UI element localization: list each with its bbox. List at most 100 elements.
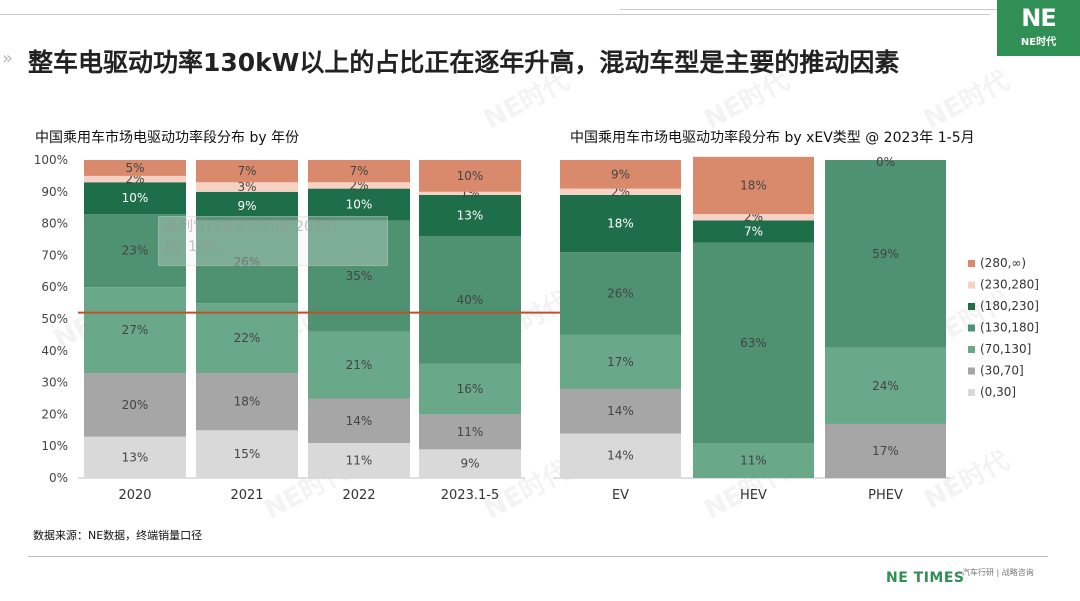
left-bar-segment — [308, 160, 410, 183]
left-data-label: 5% — [125, 161, 144, 175]
left-bar-segment — [308, 188, 410, 221]
right-bar-segment — [693, 242, 814, 444]
left-bar-segment — [196, 191, 298, 221]
legend-swatch — [968, 346, 975, 353]
left-category-label: 2023.1-5 — [441, 488, 499, 503]
legend-swatch — [968, 281, 975, 289]
left-data-label: 3% — [237, 180, 256, 194]
right-data-label: 7% — [744, 225, 763, 239]
legend-swatch — [968, 303, 975, 310]
left-data-label: 7% — [237, 164, 256, 178]
left-bar-segment — [419, 236, 521, 364]
y-tick-label: 20% — [41, 407, 68, 421]
right-data-label: 9% — [611, 167, 630, 181]
left-data-label: 20% — [122, 398, 149, 412]
right-data-label: 24% — [872, 379, 899, 393]
y-tick-label: 40% — [41, 344, 68, 358]
left-chart-title: 中国乘用车市场电驱动功率段分布 by 年份 — [35, 130, 300, 146]
left-data-label: 40% — [457, 293, 484, 307]
right-category-label: PHEV — [868, 488, 903, 503]
right-bar-segment — [560, 194, 681, 253]
legend-swatch — [968, 367, 975, 375]
tooltip-line-2: 值: 10% — [165, 239, 220, 255]
right-data-label: 59% — [872, 247, 899, 261]
y-tick-label: 80% — [41, 217, 68, 231]
top-rule — [0, 14, 990, 15]
left-bar-segment — [308, 398, 410, 444]
legend-label: (280,∞) — [980, 256, 1026, 270]
footer-brand: NE TIMES — [886, 570, 965, 586]
left-data-label: 23% — [122, 244, 149, 258]
y-tick-label: 100% — [34, 153, 68, 167]
left-data-label: 10% — [346, 198, 373, 212]
right-bar-segment — [560, 334, 681, 389]
right-data-label: 14% — [607, 449, 634, 463]
left-bar-segment — [196, 160, 298, 183]
left-bar-segment — [308, 443, 410, 478]
left-data-label: 21% — [346, 358, 373, 372]
left-bar-segment — [196, 373, 298, 431]
right-bar-segment — [693, 156, 814, 215]
tooltip-line-1: 系列"(180,230]"点"2020" — [165, 219, 338, 235]
left-bar-segment — [419, 363, 521, 415]
right-bar-segment — [560, 160, 681, 189]
logo-text: NE时代 — [1020, 37, 1057, 48]
left-bar-segment — [84, 373, 186, 437]
y-tick-label: 50% — [41, 312, 68, 326]
left-data-label: 10% — [122, 191, 149, 205]
right-bar-segment — [693, 443, 814, 478]
left-data-label: 22% — [234, 331, 261, 345]
right-category-label: HEV — [740, 488, 767, 503]
data-source-note: 数据来源：NE数据，终端销量口径 — [33, 529, 203, 542]
right-data-label: 17% — [872, 444, 899, 458]
right-bar-segment — [825, 423, 946, 478]
y-tick-label: 30% — [41, 376, 68, 390]
right-data-label: 0% — [876, 155, 895, 169]
right-bar-segment — [693, 214, 814, 221]
left-bar-segment — [196, 220, 298, 304]
right-bar-segment — [693, 220, 814, 243]
left-bar-segment — [419, 194, 521, 237]
legend-label: (0,30] — [980, 385, 1016, 399]
left-data-label: 7% — [349, 164, 368, 178]
left-data-label: 16% — [457, 382, 484, 396]
right-data-label: 18% — [607, 217, 634, 231]
left-data-label: 11% — [457, 425, 484, 439]
left-data-label: 9% — [237, 199, 256, 213]
right-bar-segment — [560, 188, 681, 195]
left-bar-segment — [196, 303, 298, 374]
legend-swatch — [968, 389, 975, 396]
left-bar-segment — [419, 191, 521, 195]
left-data-label: 13% — [457, 209, 484, 223]
logo-mark: NE — [1021, 4, 1056, 32]
slide-headline: 整车电驱动功率130kW以上的占比正在逐年升高，混动车型是主要的推动因素 — [28, 48, 900, 77]
left-bar-segment — [84, 436, 186, 478]
y-tick-label: 10% — [41, 439, 68, 453]
left-data-label: 35% — [346, 269, 373, 283]
right-data-label: 17% — [607, 355, 634, 369]
y-tick-label: 90% — [41, 185, 68, 199]
left-data-label: 27% — [122, 323, 149, 337]
legend-label: (180,230] — [980, 299, 1039, 313]
left-bar-segment — [84, 214, 186, 288]
right-bar-segment — [825, 160, 946, 348]
right-bar-segment — [560, 433, 681, 478]
legend-swatch — [968, 260, 975, 267]
left-bar-segment — [308, 331, 410, 399]
left-bar-segment — [84, 287, 186, 374]
left-category-label: 2021 — [230, 488, 263, 503]
hover-tooltip: 系列"(180,230]"点"2020" 值: 10% — [158, 216, 388, 266]
footer-tagline: 汽车行研 | 战略咨询 — [962, 568, 1034, 577]
legend-label: (230,280] — [980, 278, 1039, 292]
left-bar-segment — [196, 430, 298, 478]
left-bar-segment — [84, 160, 186, 176]
left-data-label: 10% — [457, 169, 484, 183]
right-data-label: 63% — [740, 336, 767, 350]
legend-label: (130,180] — [980, 321, 1039, 335]
chevron-right-icon: » — [2, 48, 13, 69]
left-data-label: 15% — [234, 447, 261, 461]
right-data-label: 14% — [607, 404, 634, 418]
left-bar-segment — [84, 182, 186, 215]
right-bar-segment — [560, 252, 681, 335]
left-category-label: 2020 — [118, 488, 151, 503]
